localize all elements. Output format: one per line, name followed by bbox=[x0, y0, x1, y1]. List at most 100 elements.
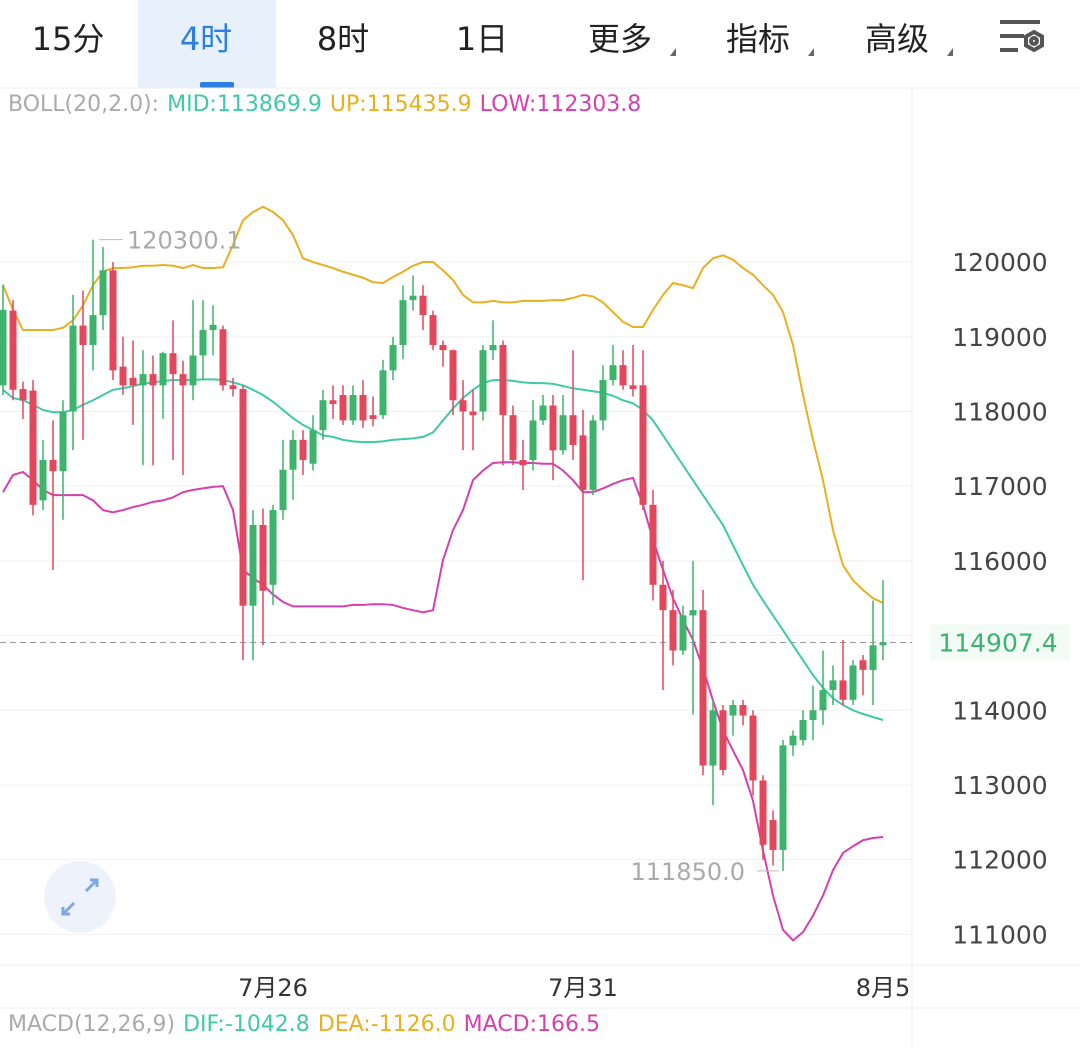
candle-body bbox=[609, 365, 617, 381]
candle-body bbox=[339, 395, 347, 421]
candle-body bbox=[229, 385, 237, 390]
candle-body bbox=[639, 385, 647, 505]
candle-body bbox=[629, 385, 637, 390]
candle-body bbox=[249, 525, 257, 606]
tab[interactable]: 1日 bbox=[456, 20, 508, 58]
tab[interactable]: 4时 bbox=[180, 20, 232, 58]
expand-button[interactable] bbox=[44, 861, 116, 933]
boll-line bbox=[2, 205, 884, 604]
y-tick-label: 117000 bbox=[952, 472, 1047, 501]
legend-entry: DEA:-1126.0 bbox=[317, 1012, 456, 1037]
candle-body bbox=[729, 705, 737, 716]
x-tick-label: 7月26 bbox=[238, 974, 308, 1002]
candle-body bbox=[599, 380, 607, 421]
y-tick-label: 120000 bbox=[952, 248, 1047, 277]
candle-body bbox=[209, 324, 217, 331]
candle-body bbox=[709, 710, 717, 766]
candle-body bbox=[79, 325, 87, 345]
candle-body bbox=[429, 315, 437, 345]
candle-body bbox=[439, 344, 447, 351]
dropdown-arrow bbox=[947, 48, 953, 56]
legend-entry: DIF:-1042.8 bbox=[183, 1012, 310, 1037]
boll-label: BOLL(20,2.0): bbox=[8, 92, 160, 117]
legend-entry: UP:115435.9 bbox=[329, 92, 472, 117]
candle-body bbox=[459, 400, 467, 412]
candle-body bbox=[399, 300, 407, 345]
candle-body bbox=[569, 415, 577, 446]
candle-body bbox=[849, 665, 857, 700]
candle-body bbox=[309, 430, 317, 464]
candle-body bbox=[239, 389, 247, 606]
max-annotation: 120300.1 bbox=[127, 227, 242, 255]
candle-body bbox=[119, 366, 127, 386]
candle-body bbox=[379, 370, 387, 416]
x-tick-label: 7月31 bbox=[548, 974, 618, 1002]
candle-body bbox=[0, 309, 7, 386]
candle-body bbox=[189, 355, 197, 386]
candle-body bbox=[799, 719, 807, 741]
candle-body bbox=[159, 353, 167, 386]
last-price-label: 114907.4 bbox=[938, 628, 1057, 657]
legend-entry: MACD:166.5 bbox=[463, 1012, 600, 1037]
candle-body bbox=[319, 400, 327, 431]
y-tick-label: 111000 bbox=[952, 920, 1047, 949]
active-tab-bg bbox=[138, 0, 276, 88]
tab[interactable]: 高级 bbox=[865, 20, 929, 58]
min-annotation: 111850.0 bbox=[630, 858, 745, 886]
candle-body bbox=[359, 395, 367, 421]
candle-body bbox=[369, 415, 377, 419]
candle-body bbox=[169, 353, 177, 375]
candle-body bbox=[509, 415, 517, 461]
tab[interactable]: 指标 bbox=[726, 20, 790, 58]
y-tick-label: 118000 bbox=[952, 397, 1047, 426]
last-price-box bbox=[930, 624, 1070, 661]
candle-body bbox=[259, 525, 267, 591]
candle-body bbox=[39, 460, 47, 501]
legend-entry: MID:113869.9 bbox=[167, 92, 322, 117]
candle-body bbox=[419, 295, 427, 316]
candle-body bbox=[269, 510, 277, 585]
macd-label: MACD(12,26,9) bbox=[8, 1012, 176, 1037]
candle-body bbox=[469, 411, 477, 416]
candle-body bbox=[479, 350, 487, 412]
candle-body bbox=[679, 615, 687, 651]
tab[interactable]: 8时 bbox=[317, 20, 369, 58]
candle-body bbox=[839, 680, 847, 700]
legend-entry: LOW:112303.8 bbox=[479, 92, 642, 117]
candle-body bbox=[759, 780, 767, 845]
y-tick-label: 113000 bbox=[952, 771, 1047, 800]
candle-body bbox=[769, 820, 777, 850]
candle-body bbox=[819, 690, 827, 711]
candle-body bbox=[529, 420, 537, 461]
candle-body bbox=[649, 504, 657, 585]
tab[interactable]: 15分 bbox=[32, 20, 105, 58]
y-tick-label: 112000 bbox=[952, 846, 1047, 875]
tab[interactable]: 更多 bbox=[588, 20, 652, 58]
candle-body bbox=[149, 374, 157, 386]
candle-body bbox=[29, 390, 37, 505]
boll-legend: BOLL(20,2.0): MID:113869.9 UP:115435.9 LOW:… bbox=[8, 92, 649, 117]
candle-body bbox=[129, 377, 137, 386]
settings-icon[interactable] bbox=[1000, 20, 1044, 53]
candle-body bbox=[789, 735, 797, 746]
candle-body bbox=[389, 344, 397, 371]
candle-body bbox=[9, 310, 17, 390]
y-tick-label: 119000 bbox=[952, 323, 1047, 352]
candle-body bbox=[489, 344, 497, 351]
candle-body bbox=[349, 395, 357, 421]
candle-body bbox=[299, 439, 307, 461]
candle-body bbox=[749, 715, 757, 781]
candle-body bbox=[659, 584, 667, 611]
active-tab-indicator bbox=[200, 82, 234, 88]
candle-body bbox=[279, 469, 287, 511]
candle-body bbox=[289, 439, 297, 470]
candle-body bbox=[139, 374, 147, 386]
y-tick-label: 114000 bbox=[952, 696, 1047, 725]
candle-body bbox=[619, 365, 627, 386]
candle-body bbox=[719, 710, 727, 771]
candle-body bbox=[879, 642, 887, 646]
candle-body bbox=[179, 374, 187, 386]
candle-body bbox=[589, 420, 597, 490]
